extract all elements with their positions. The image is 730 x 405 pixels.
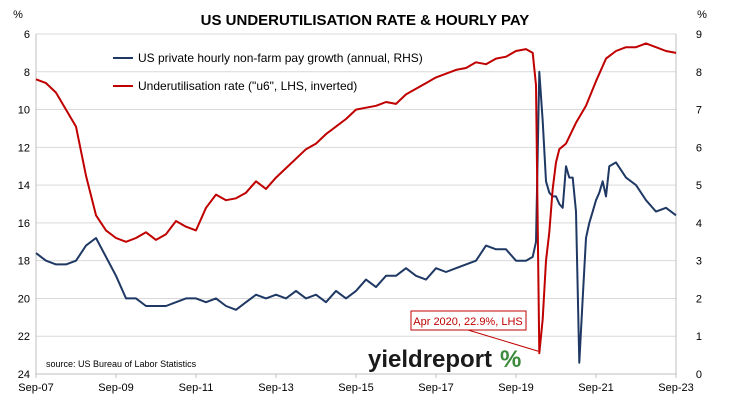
- annotation-label: Apr 2020, 22.9%, LHS: [413, 316, 522, 328]
- series: [35, 42, 677, 364]
- left-tick-label: 14: [18, 180, 30, 192]
- legend-label: US private hourly non-farm pay growth (a…: [138, 51, 423, 65]
- annotation-box: [410, 310, 527, 331]
- right-tick-label: 9: [696, 29, 702, 41]
- left-tick-label: 22: [18, 331, 30, 343]
- x-tick-label: Sep-17: [418, 382, 453, 394]
- source-note: source: US Bureau of Labor Statistics: [46, 359, 197, 369]
- series-line-pay-growth: [35, 70, 677, 364]
- labels: % % US UNDERUTILISATION RATE & HOURLY PAY U…: [13, 9, 707, 373]
- right-tick-label: 2: [696, 293, 702, 305]
- x-tick-label: Sep-19: [498, 382, 533, 394]
- x-tick-label: Sep-07: [18, 382, 53, 394]
- right-tick-label: 4: [696, 218, 702, 230]
- x-tick-label: Sep-15: [338, 382, 373, 394]
- left-tick-label: 12: [18, 142, 30, 154]
- annotation-leader: [467, 329, 539, 352]
- left-tick-label: 24: [18, 369, 30, 381]
- series-line-underutilisation: [35, 42, 677, 355]
- right-tick-label: 8: [696, 67, 702, 79]
- brand-wordmark: yieldreport: [368, 346, 492, 373]
- x-tick-label: Sep-13: [258, 382, 293, 394]
- left-axis-unit: %: [13, 9, 23, 21]
- left-tick-label: 18: [18, 256, 30, 268]
- left-tick-label: 16: [18, 218, 30, 230]
- right-axis-unit: %: [697, 9, 707, 21]
- right-tick-label: 5: [696, 180, 702, 192]
- right-tick-label: 6: [696, 142, 702, 154]
- right-tick-label: 7: [696, 105, 702, 117]
- legend-label: Underutilisation rate ("u6", LHS, invert…: [138, 79, 357, 93]
- x-tick-label: Sep-21: [578, 382, 613, 394]
- x-tick-label: Sep-09: [98, 382, 133, 394]
- brand-percent-mark: %: [500, 346, 521, 373]
- left-tick-label: 6: [24, 29, 30, 41]
- x-tick-label: Sep-11: [179, 382, 214, 394]
- chart-title: US UNDERUTILISATION RATE & HOURLY PAY: [201, 12, 530, 29]
- right-tick-label: 1: [696, 331, 702, 343]
- left-tick-label: 10: [18, 105, 30, 117]
- left-tick-label: 20: [18, 293, 30, 305]
- right-tick-label: 0: [696, 369, 702, 381]
- x-tick-label: Sep-23: [658, 382, 693, 394]
- left-tick-label: 8: [24, 67, 30, 79]
- right-tick-label: 3: [696, 256, 702, 268]
